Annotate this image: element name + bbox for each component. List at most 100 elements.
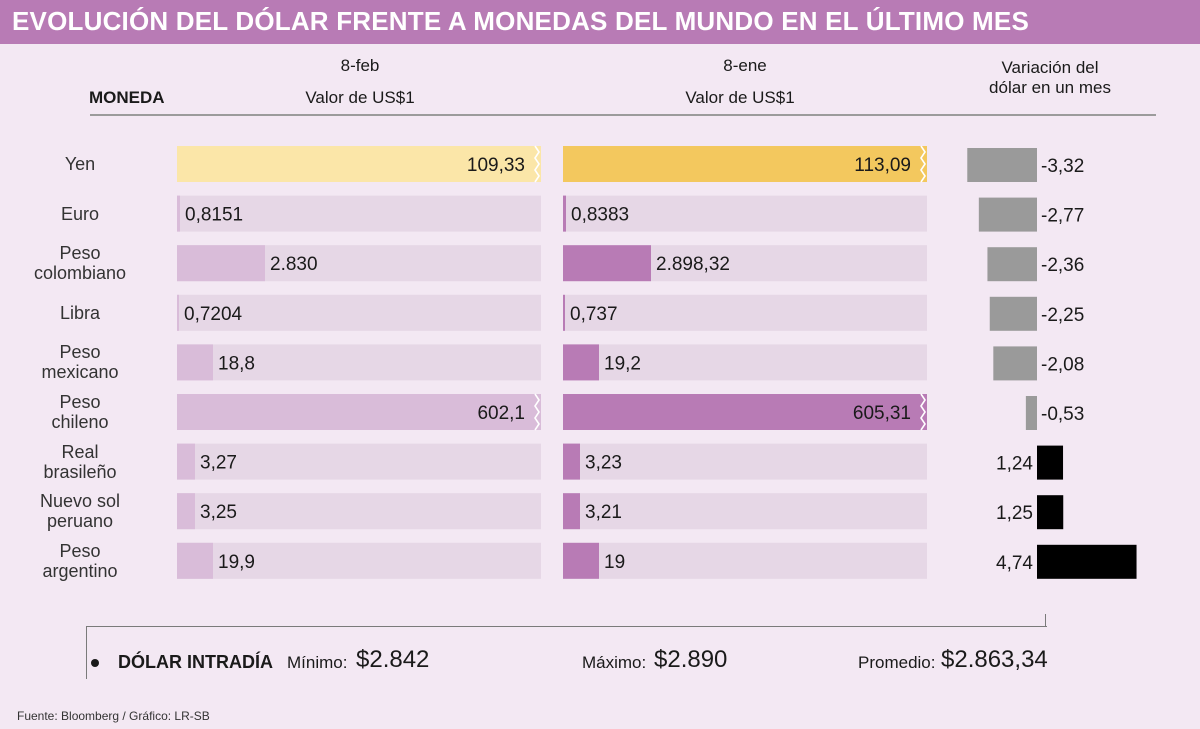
ene-bar-5: [563, 394, 927, 430]
ene-bar-8: [563, 542, 599, 579]
feb-bar-8: [177, 542, 213, 579]
min-label: Mínimo:: [287, 653, 348, 672]
ene-track-3: [563, 294, 927, 331]
feb-bar-1: [177, 195, 180, 232]
avg-value: $2.863,34: [941, 646, 1048, 673]
currency-label: Peso chileno: [0, 392, 160, 432]
ene-bar-3: [563, 294, 565, 331]
bullet-icon: [91, 659, 99, 667]
ene-bar-2: [563, 245, 651, 282]
ene-value-label-6: 3,23: [585, 453, 622, 474]
feb-track-3: [177, 294, 541, 331]
intraday-label: DÓLAR INTRADÍA: [118, 652, 273, 672]
currency-label: Peso argentino: [0, 541, 160, 581]
ene-bar-7: [563, 493, 580, 530]
variation-value-label-8: 4,74: [996, 553, 1033, 574]
variation-header-line2: dólar en un mes: [989, 78, 1111, 97]
feb-value-label-0: 109,33: [467, 155, 525, 176]
currency-label-line: Libra: [59, 302, 101, 323]
variation-value-label-0: -3,32: [1041, 156, 1084, 177]
feb-value-label-6: 3,27: [200, 453, 237, 474]
ene-track-8: [563, 542, 927, 579]
ene-value-label-1: 0,8383: [571, 205, 629, 226]
max-value: $2.890: [654, 646, 728, 673]
ene-value-label-4: 19,2: [604, 353, 641, 374]
currency-label-line: chileno: [51, 412, 109, 432]
footer-bracket-tick: [1045, 614, 1046, 627]
currency-label-line: brasileño: [43, 461, 117, 482]
variation-bar-1: [978, 197, 1037, 232]
variation-bar-5: [1025, 396, 1037, 430]
feb-track-7: [177, 493, 541, 530]
feb-value-label-3: 0,7204: [184, 304, 243, 325]
feb-value-label-8: 19,9: [218, 552, 255, 573]
variation-bar-6: [1037, 445, 1064, 480]
ene-value-label-8: 19: [604, 552, 625, 573]
currency-label-line: peruano: [46, 511, 114, 532]
ene-track-6: [563, 443, 927, 480]
ene-value-label-5: 605,31: [853, 403, 911, 424]
variation-bar-2: [987, 247, 1037, 282]
ene-value-label-7: 3,21: [585, 502, 622, 523]
currency-label: Real brasileño: [0, 442, 160, 482]
currency-label-line: Peso: [59, 243, 101, 264]
currency-label-line: Peso: [59, 540, 101, 561]
currency-label: Yen: [0, 154, 160, 174]
feb-bar-7: [177, 493, 195, 530]
ene-bar-6: [563, 443, 580, 480]
variation-value-label-2: -2,36: [1041, 255, 1084, 276]
feb-track-4: [177, 344, 541, 381]
chart-title: EVOLUCIÓN DEL DÓLAR FRENTE A MONEDAS DEL…: [12, 6, 1030, 36]
currency-label-line: Peso: [59, 392, 101, 412]
feb-bar-3: [177, 294, 179, 331]
feb-track-8: [177, 542, 541, 579]
variation-bar-3: [989, 296, 1037, 331]
variation-value-label-6: 1,24: [996, 454, 1033, 475]
ene-track-7: [563, 493, 927, 530]
currency-label-line: Nuevo sol: [39, 491, 121, 512]
feb-value-label-5: 602,1: [477, 403, 525, 424]
currency-label-line: Peso: [59, 342, 101, 363]
min-value: $2.842: [356, 646, 430, 673]
value-feb-header: Valor de US$1: [305, 88, 415, 107]
currency-label: Peso mexicano: [0, 342, 160, 382]
variation-value-label-5: -0,53: [1041, 404, 1084, 425]
feb-value-label-4: 18,8: [218, 353, 255, 374]
ene-bar-0: [563, 146, 927, 182]
feb-track-1: [177, 195, 541, 232]
variation-header-line1: Variación del: [1001, 58, 1099, 77]
value-ene-header: Valor de US$1: [685, 88, 795, 107]
ene-value-label-3: 0,737: [570, 304, 618, 325]
feb-bar-6: [177, 443, 195, 480]
currency-label: Libra: [0, 303, 160, 323]
variation-bar-0: [967, 148, 1037, 182]
date-ene-header: 8-ene: [723, 56, 767, 75]
currency-header: MONEDA: [89, 88, 165, 107]
feb-value-label-2: 2.830: [270, 254, 318, 275]
variation-bar-8: [1037, 544, 1137, 579]
currency-label: Euro: [0, 204, 160, 224]
variation-value-label-7: 1,25: [996, 503, 1033, 524]
feb-bar-4: [177, 344, 213, 381]
currency-label-line: argentino: [42, 560, 118, 581]
title-bar: EVOLUCIÓN DEL DÓLAR FRENTE A MONEDAS DEL…: [0, 0, 1200, 44]
variation-value-label-4: -2,08: [1041, 354, 1084, 375]
ene-bar-1: [563, 195, 566, 232]
feb-bar-0: [177, 146, 541, 182]
date-feb-header: 8-feb: [340, 56, 380, 75]
ene-bar-4: [563, 344, 599, 381]
currency-label-line: Yen: [64, 154, 96, 174]
feb-value-label-1: 0,8151: [185, 205, 243, 226]
ene-track-4: [563, 344, 927, 381]
variation-bar-7: [1037, 495, 1064, 530]
variation-value-label-3: -2,25: [1041, 305, 1084, 326]
avg-label: Promedio:: [858, 653, 936, 672]
ene-value-label-0: 113,09: [854, 155, 911, 176]
variation-value-label-1: -2,77: [1041, 206, 1084, 227]
feb-track-6: [177, 443, 541, 480]
variation-bar-4: [993, 346, 1037, 381]
feb-bar-5: [177, 394, 541, 430]
feb-break-mark-5: [534, 393, 540, 431]
currency-label: Peso colombiano: [0, 243, 160, 283]
